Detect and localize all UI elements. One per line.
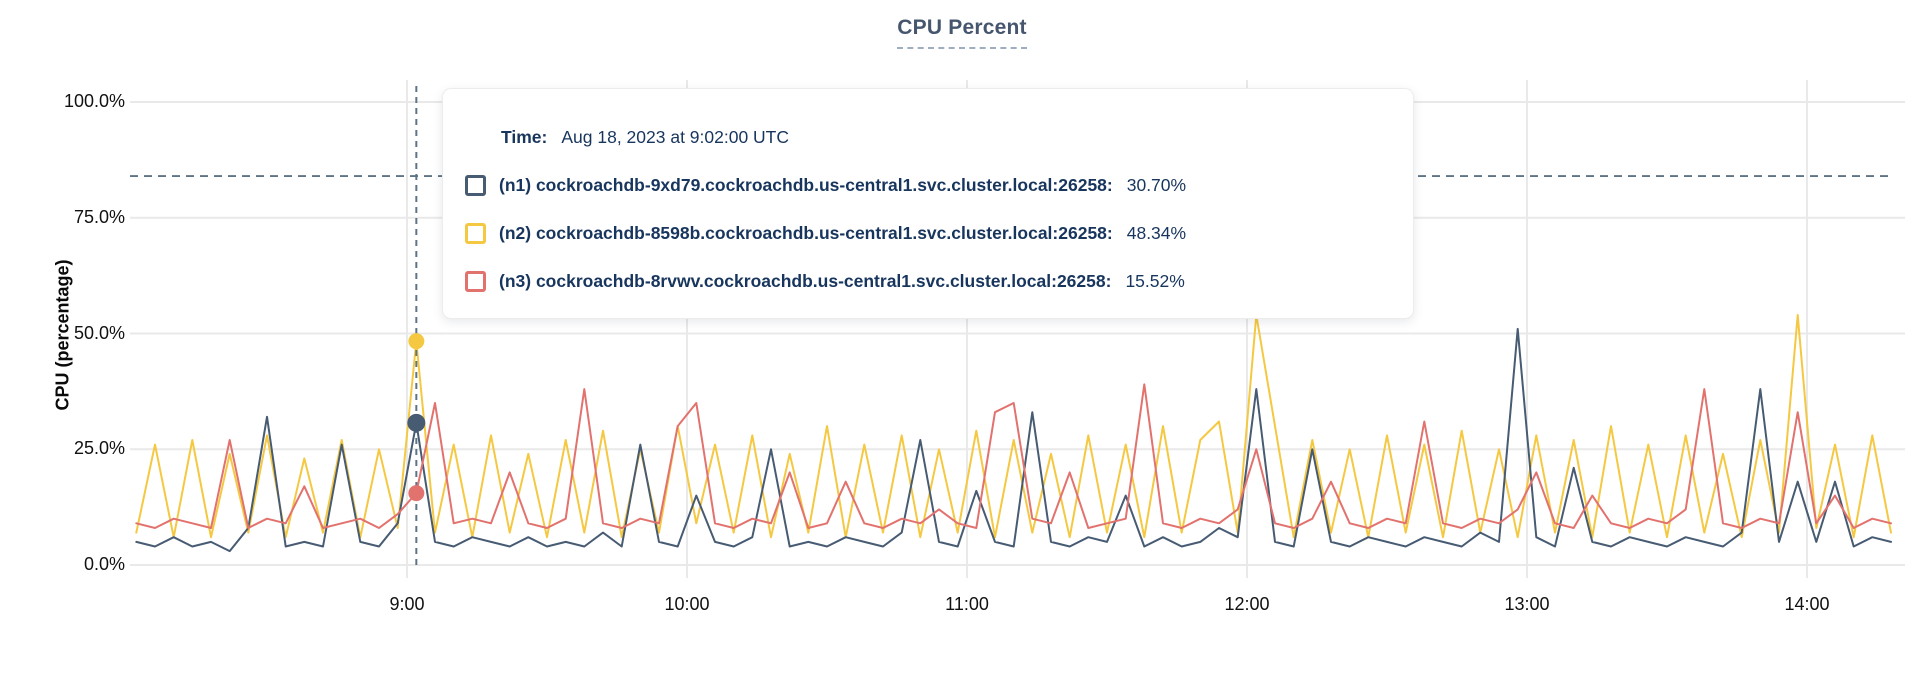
x-tick-label: 12:00 xyxy=(1224,594,1270,614)
x-tick-label: 11:00 xyxy=(945,594,989,614)
tooltip-series-row-n3: (n3) cockroachdb-8rvwv.cockroachdb.us-ce… xyxy=(443,257,1413,305)
y-tick-label: 50.0% xyxy=(73,322,125,343)
tooltip-series-row-n2: (n2) cockroachdb-8598b.cockroachdb.us-ce… xyxy=(443,209,1413,257)
y-tick-label: 75.0% xyxy=(73,206,125,227)
x-tick-label: 13:00 xyxy=(1504,594,1550,614)
legend-swatch-n3 xyxy=(465,270,486,292)
tooltip-time-label: Time: xyxy=(501,126,548,147)
tooltip-series-value-n3: 15.52% xyxy=(1125,270,1185,291)
tooltip-series-name-n2: (n2) cockroachdb-8598b.cockroachdb.us-ce… xyxy=(499,222,1113,243)
x-tick-label: 10:00 xyxy=(664,594,710,614)
legend-swatch-n1 xyxy=(465,174,486,196)
y-tick-label: 0.0% xyxy=(83,554,125,574)
series-line-n2 xyxy=(135,314,1892,539)
tooltip-time-value: Aug 18, 2023 at 9:02:00 UTC xyxy=(561,126,790,147)
tooltip-time-row: Time: Aug 18, 2023 at 9:02:00 UTC xyxy=(443,113,1413,161)
hover-dot-n2 xyxy=(408,333,425,350)
series-line-n1 xyxy=(135,327,1892,553)
x-tick-label: 14:00 xyxy=(1784,594,1830,614)
tooltip-series-name-n3: (n3) cockroachdb-8rvwv.cockroachdb.us-ce… xyxy=(499,270,1112,291)
chart-title[interactable]: CPU Percent xyxy=(897,16,1027,49)
tooltip-series-name-n1: (n1) cockroachdb-9xd79.cockroachdb.us-ce… xyxy=(499,174,1113,195)
hover-dot-n1 xyxy=(407,413,426,432)
hover-tooltip: Time: Aug 18, 2023 at 9:02:00 UTC (n1) c… xyxy=(442,88,1414,319)
chart-header: CPU Percent xyxy=(0,16,1924,49)
tooltip-series-value-n2: 48.34% xyxy=(1126,222,1187,243)
series-line-n3 xyxy=(135,383,1892,529)
hover-dot-n3 xyxy=(408,485,425,502)
y-tick-label: 25.0% xyxy=(73,438,125,459)
legend-swatch-n2 xyxy=(465,222,486,244)
y-tick-label: 100.0% xyxy=(63,91,125,111)
tooltip-series-row-n1: (n1) cockroachdb-9xd79.cockroachdb.us-ce… xyxy=(443,161,1413,209)
x-tick-label: 9:00 xyxy=(389,594,425,614)
tooltip-series-value-n1: 30.70% xyxy=(1126,174,1187,195)
